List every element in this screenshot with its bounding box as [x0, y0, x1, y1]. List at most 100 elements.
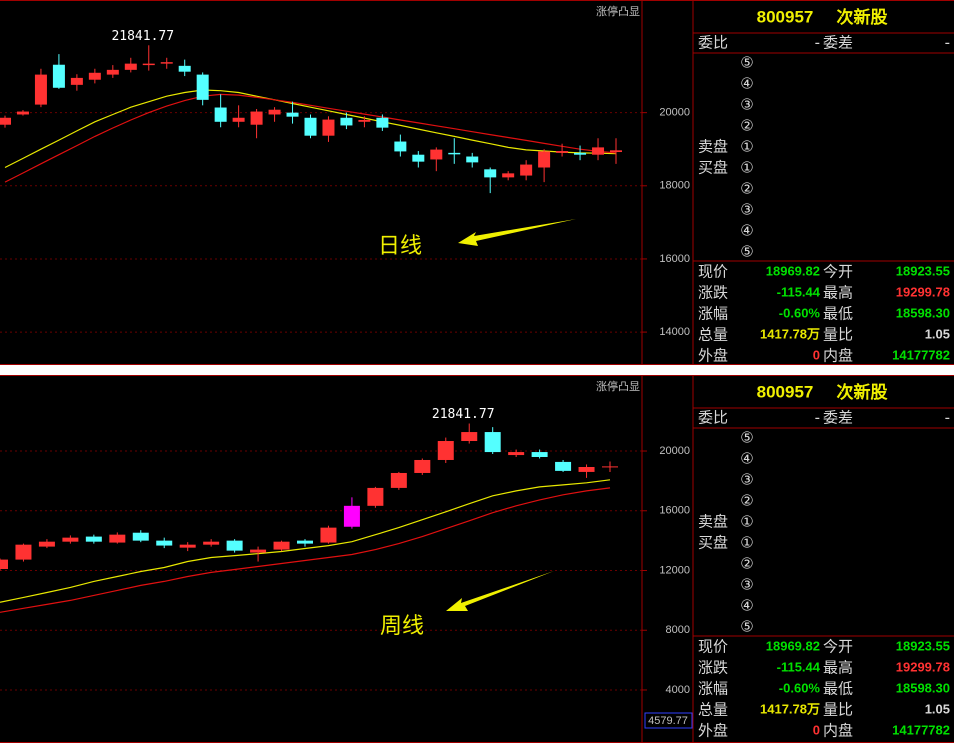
candle-body [156, 540, 173, 546]
y-tick-label: 4000 [666, 684, 690, 696]
candle-body [484, 432, 501, 453]
candle-body [602, 466, 618, 468]
moving-average [0, 487, 611, 613]
buy-level: ① [740, 534, 753, 552]
candle-body [376, 117, 389, 128]
high-label: 21841.77 [111, 29, 174, 44]
buy-level: ⑤ [740, 618, 753, 636]
ratio-label: 委比 [698, 34, 728, 52]
candle-body [437, 441, 454, 460]
candle-body [268, 109, 281, 115]
quote-value: 1.05 [925, 326, 950, 341]
buy-level: ③ [740, 576, 753, 594]
quote-label: 今开 [823, 638, 853, 656]
chart-annotation: 周线 [380, 614, 424, 639]
candle-body [461, 432, 478, 442]
quote-code: 800957 [757, 382, 814, 401]
quote-value: 14177782 [892, 347, 950, 362]
candle-body [250, 549, 267, 553]
quote-label: 外盘 [698, 347, 728, 365]
quote-value: 1417.78万 [760, 326, 820, 341]
candle-body [70, 77, 83, 85]
quote-name: 次新股 [837, 382, 888, 403]
moving-average [4, 89, 617, 169]
candle-body [390, 472, 407, 488]
quote-value: 1.05 [925, 701, 950, 716]
candle-body [574, 152, 587, 155]
candle-body [214, 107, 227, 122]
quote-label: 涨跌 [698, 284, 728, 302]
quote-value: 18598.30 [896, 305, 950, 320]
quote-label: 涨幅 [698, 680, 728, 698]
ratio-value: - [815, 409, 820, 427]
ratio-label: 委比 [698, 409, 728, 427]
candle-body [322, 119, 335, 136]
candle-body [531, 452, 548, 457]
candle-body [508, 452, 525, 456]
chart-annotation: 日线 [378, 234, 422, 259]
sell-level: ⑤ [740, 54, 753, 72]
quote-label: 最低 [823, 305, 853, 323]
sell-level: ④ [740, 450, 753, 468]
candle-body [124, 63, 137, 70]
candle-body [203, 541, 220, 545]
quote-value: -115.44 [777, 284, 821, 299]
quote-value: 0 [813, 722, 820, 737]
candle-body [109, 534, 126, 543]
y-tick-label: 16000 [659, 505, 690, 517]
buy-level: ② [740, 180, 753, 198]
candle-body [610, 150, 622, 153]
candle-body [520, 164, 533, 176]
candle-body [343, 505, 360, 527]
candle-body [178, 65, 191, 72]
quote-label: 现价 [698, 638, 728, 656]
quote-code: 800957 [757, 7, 814, 26]
y-tick-label: 8000 [666, 624, 690, 636]
sell-label: 卖盘 [698, 138, 728, 156]
y-tick-label: 12000 [659, 564, 690, 576]
quote-label: 最低 [823, 680, 853, 698]
quote-value: 19299.78 [896, 659, 950, 674]
quote-label: 最高 [823, 659, 853, 677]
panel-bg [0, 0, 954, 365]
quote-value: 0 [813, 347, 820, 362]
quote-label: 最高 [823, 284, 853, 302]
candle-body [320, 527, 337, 543]
quote-value: 18969.82 [766, 638, 820, 653]
buy-level: ⑤ [740, 243, 753, 261]
moving-average [4, 93, 617, 183]
quote-label: 外盘 [698, 722, 728, 740]
buy-level: ① [740, 159, 753, 177]
quote-value: 14177782 [892, 722, 950, 737]
ratio-value: - [815, 34, 820, 52]
candle-body [88, 72, 101, 80]
quote-label: 涨跌 [698, 659, 728, 677]
sell-level: ③ [740, 471, 753, 489]
quote-label: 内盘 [823, 347, 853, 365]
quote-value: 18598.30 [896, 680, 950, 695]
quote-value: -0.60% [779, 680, 821, 695]
candle-body [232, 117, 245, 122]
candle-body [466, 156, 479, 163]
y-tick-label: 20000 [659, 107, 690, 119]
quote-label: 涨幅 [698, 305, 728, 323]
sell-level: ⑤ [740, 429, 753, 447]
candle-body [538, 151, 551, 168]
arrow [458, 219, 576, 246]
candle-body [62, 537, 79, 542]
candle-body [38, 541, 55, 547]
candle-body [286, 112, 299, 117]
candle-body [304, 117, 317, 136]
y-tick-label: 18000 [659, 180, 690, 192]
quote-value: -115.44 [777, 659, 821, 674]
sell-level: ② [740, 117, 753, 135]
sell-level: ④ [740, 75, 753, 93]
sell-level: ① [740, 138, 753, 156]
candle-body [340, 117, 353, 126]
buy-level: ④ [740, 597, 753, 615]
quote-value: 18969.82 [766, 263, 820, 278]
quote-value: 19299.78 [896, 284, 950, 299]
candle-body [132, 532, 149, 541]
buy-label: 买盘 [698, 159, 728, 177]
